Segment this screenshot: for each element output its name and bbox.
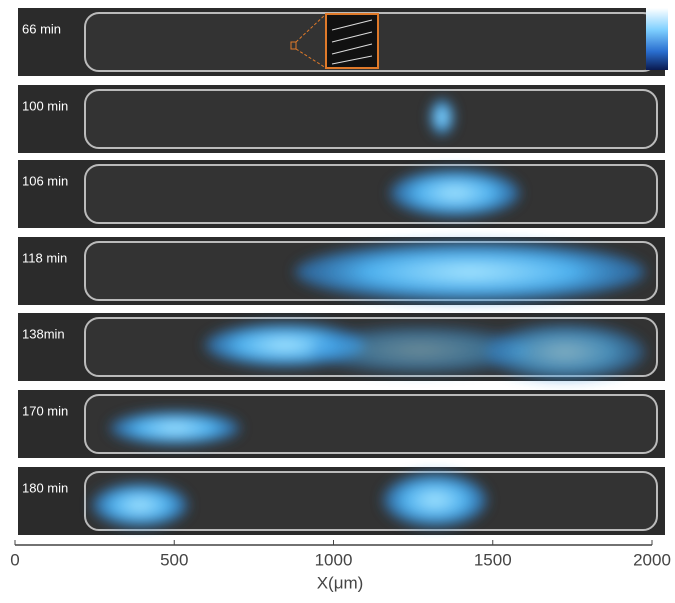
blob	[92, 483, 188, 527]
x-tick-label: 1000	[315, 550, 353, 569]
x-tick-label: 1500	[474, 550, 512, 569]
channel	[85, 90, 657, 148]
blob	[383, 473, 487, 527]
x-tick-label: 2000	[633, 550, 671, 569]
x-tick-label: 0	[10, 550, 19, 569]
panel-label: 118 min	[22, 250, 67, 265]
panel-label: 170 min	[22, 403, 68, 418]
panel-label: 66 min	[22, 21, 61, 36]
panel-label: 180 min	[22, 480, 68, 495]
x-axis-label: X(μm)	[317, 573, 364, 592]
figure: 66 min 100 min 106 min 118 min 138min 170 min…	[0, 0, 675, 603]
colorbar	[646, 8, 668, 70]
blob	[390, 169, 520, 217]
panel-label: 106 min	[22, 173, 68, 188]
x-tick-label: 500	[160, 550, 188, 569]
blob	[485, 324, 645, 380]
panel-label: 138min	[22, 326, 65, 341]
blob	[295, 242, 645, 302]
blob	[110, 411, 240, 445]
panel-label: 100 min	[22, 98, 68, 113]
blob	[430, 99, 454, 135]
channel	[85, 165, 657, 223]
